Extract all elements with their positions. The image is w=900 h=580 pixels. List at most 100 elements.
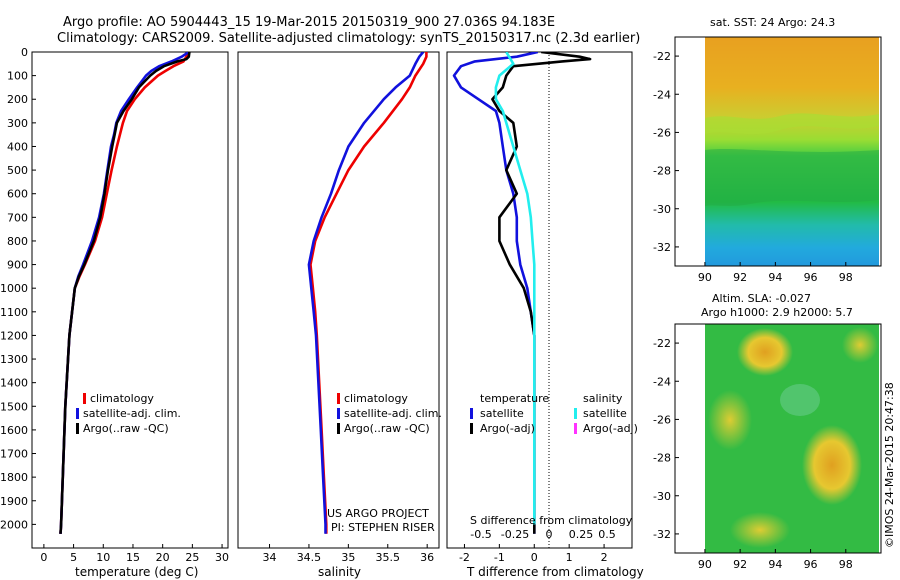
x-tick-label: 2 — [601, 551, 608, 564]
legend-label-satellite: satellite-adj. clim. — [344, 407, 442, 420]
sla-title-line1: Altim. SLA: -0.027 — [712, 292, 811, 305]
project-line1: US ARGO PROJECT — [327, 507, 429, 520]
x-tick-label: -1 — [494, 551, 505, 564]
legend-header-temperature: temperature — [480, 392, 549, 405]
sla-longitude-axis: 90 92 94 96 98 — [698, 549, 853, 571]
x-tick-label: 5 — [70, 551, 77, 564]
legend-swatch-satellite — [337, 408, 340, 419]
s-diff-tick-label: 0.25 — [569, 528, 594, 541]
sst-latitude-axis: -22 -24 -26 -28 -30 -32 — [653, 50, 679, 254]
sst-title: sat. SST: 24 Argo: 24.3 — [710, 16, 835, 29]
x-tick-label: 20 — [156, 551, 170, 564]
legend-swatch-satellite — [76, 408, 79, 419]
credit-text: ©IMOS 24-Mar-2015 20:47:38 — [883, 382, 896, 548]
s-diff-tick-label: -0.25 — [501, 528, 529, 541]
lat-tick-label: -32 — [653, 528, 671, 541]
sla-low-1 — [780, 384, 820, 416]
salinity-lines — [307, 52, 428, 534]
sst-front-band — [705, 113, 879, 135]
y-tick-label: 900 — [7, 259, 28, 272]
difference-legend: temperature salinity satellite satellite… — [470, 392, 638, 435]
x-tick-label: 30 — [215, 551, 229, 564]
legend-header-salinity: salinity — [583, 392, 623, 405]
difference-panel: -2 -1 0 1 2 -0.5 -0.25 0 0.25 0.5 T difference f… — [446, 51, 644, 579]
x-tick-label: 1 — [566, 551, 573, 564]
lat-tick-label: -22 — [653, 50, 671, 63]
figure-title-line2: Climatology: CARS2009. Satellite-adjuste… — [57, 31, 640, 46]
sla-high-2 — [802, 425, 862, 505]
y-tick-label: 1800 — [0, 471, 28, 484]
s-diff-tick-label: -0.5 — [470, 528, 491, 541]
legend-label-satellite: satellite-adj. clim. — [83, 407, 181, 420]
legend-swatch-temp-satellite — [470, 408, 473, 419]
sla-map-panel: Altim. SLA: -0.027 Argo h1000: 2.9 h2000… — [653, 292, 882, 571]
salinity-legend: climatology satellite-adj. clim. Argo(..… — [337, 392, 442, 435]
y-tick-label: 1200 — [0, 329, 28, 342]
series-line-climatology — [59, 52, 190, 534]
x-tick-label: 10 — [96, 551, 110, 564]
salinity-xlabel: salinity — [318, 565, 361, 579]
lat-tick-label: -28 — [653, 452, 671, 465]
temperature-axes-frame — [31, 51, 229, 549]
sla-title-line2: Argo h1000: 2.9 h2000: 5.7 — [701, 306, 853, 319]
lat-tick-label: -30 — [653, 203, 671, 216]
lat-tick-label: -26 — [653, 126, 671, 139]
legend-swatch-argo — [76, 423, 79, 434]
y-tick-label: 1900 — [0, 495, 28, 508]
salinity-axes-frame — [237, 51, 440, 549]
series-line-argo-raw-qc — [59, 52, 191, 534]
temperature-panel: 0100200300400500600700800900100011001200… — [0, 46, 229, 579]
sla-high-3 — [708, 390, 752, 450]
x-tick-label: 25 — [185, 551, 199, 564]
temperature-x-axis: 0 5 10 15 20 25 30 — [40, 544, 229, 564]
lon-tick-label: 96 — [804, 271, 818, 284]
lat-tick-label: -24 — [653, 88, 671, 101]
sst-longitude-axis: 90 92 94 96 98 — [698, 262, 853, 284]
sla-map-frame — [674, 323, 882, 554]
legend-swatch-argo — [337, 423, 340, 434]
lat-tick-label: -24 — [653, 375, 671, 388]
y-tick-label: 700 — [7, 211, 28, 224]
x-tick-label: 36 — [420, 551, 434, 564]
y-tick-label: 1600 — [0, 424, 28, 437]
lon-tick-label: 96 — [804, 558, 818, 571]
y-tick-label: 600 — [7, 188, 28, 201]
sst-cool-band — [705, 149, 879, 206]
legend-swatch-climatology — [337, 393, 340, 404]
s-diff-tick-label: 0 — [546, 528, 553, 541]
lon-tick-label: 90 — [698, 558, 712, 571]
sla-high-5 — [730, 512, 790, 548]
legend-label-sal-argo: Argo(-adj) — [583, 422, 638, 435]
temperature-legend: climatology satellite-adj. clim. Argo(..… — [76, 392, 181, 435]
difference-axes-frame — [446, 51, 633, 549]
s-difference-tick-labels: -0.5 -0.25 0 0.25 0.5 — [470, 528, 615, 541]
lon-tick-label: 92 — [733, 558, 747, 571]
series-line-satellite-adj-clim — [307, 52, 425, 534]
legend-label-argo: Argo(..raw -QC) — [344, 422, 430, 435]
x-tick-label: 0 — [40, 551, 47, 564]
project-line2: PI: STEPHEN RISER — [331, 521, 435, 534]
salinity-x-axis: 34 34.5 35 35.5 36 — [263, 544, 434, 564]
legend-label-sal-satellite: satellite — [583, 407, 627, 420]
lon-tick-label: 92 — [733, 271, 747, 284]
s-diff-tick-label: 0.5 — [598, 528, 616, 541]
y-tick-label: 200 — [7, 93, 28, 106]
y-tick-label: 2000 — [0, 518, 28, 531]
figure-title-line1: Argo profile: AO 5904443_15 19-Mar-2015 … — [63, 15, 555, 30]
difference-lines — [452, 52, 592, 534]
x-tick-label: 35.5 — [376, 551, 401, 564]
y-tick-label: 1000 — [0, 282, 28, 295]
y-tick-label: 1400 — [0, 377, 28, 390]
series-line-satellite-adj-clim — [59, 52, 190, 534]
lat-tick-label: -22 — [653, 337, 671, 350]
sst-map-frame — [674, 36, 882, 267]
y-tick-label: 800 — [7, 235, 28, 248]
sla-mask — [675, 324, 705, 553]
sst-map-panel: sat. SST: 24 Argo: 24.3 -22-24-26-28-30-… — [653, 16, 882, 284]
lat-tick-label: -32 — [653, 241, 671, 254]
series-line-salinity-satellite — [494, 52, 536, 525]
y-tick-label: 1700 — [0, 448, 28, 461]
legend-swatch-sal-satellite — [574, 408, 577, 419]
legend-label-temp-satellite: satellite — [480, 407, 524, 420]
